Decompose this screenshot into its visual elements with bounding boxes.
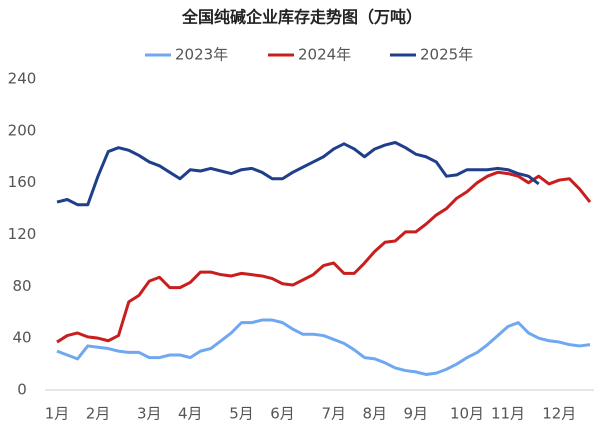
chart-title: 全国纯碱企业库存走势图（万吨） — [181, 8, 422, 27]
x-tick-label: 11月 — [491, 405, 525, 423]
x-tick-label: 12月 — [542, 405, 576, 423]
y-tick-label: 40 — [12, 329, 31, 347]
legend-label: 2025年 — [420, 46, 473, 64]
series-line — [56, 318, 591, 376]
y-tick-label: 120 — [8, 225, 37, 243]
y-tick-label: 0 — [17, 381, 27, 399]
x-tick-label: 8月 — [362, 405, 387, 423]
x-tick-label: 5月 — [229, 405, 254, 423]
x-tick-label: 10月 — [450, 405, 484, 423]
y-tick-label: 240 — [8, 70, 37, 88]
series-line — [56, 170, 592, 344]
y-tick-label: 160 — [8, 173, 37, 191]
x-tick-label: 1月 — [45, 405, 70, 423]
y-tick-label: 80 — [12, 277, 31, 295]
x-tick-label: 9月 — [403, 405, 428, 423]
y-tick-label: 200 — [8, 121, 37, 139]
x-tick-label: 3月 — [137, 405, 162, 423]
legend-label: 2023年 — [175, 46, 228, 64]
x-tick-label: 7月 — [321, 405, 346, 423]
legend-label: 2024年 — [298, 46, 351, 64]
x-tick-label: 6月 — [270, 405, 295, 423]
x-tick-label: 4月 — [178, 405, 203, 423]
series-line — [56, 141, 540, 207]
x-tick-label: 2月 — [86, 405, 111, 423]
